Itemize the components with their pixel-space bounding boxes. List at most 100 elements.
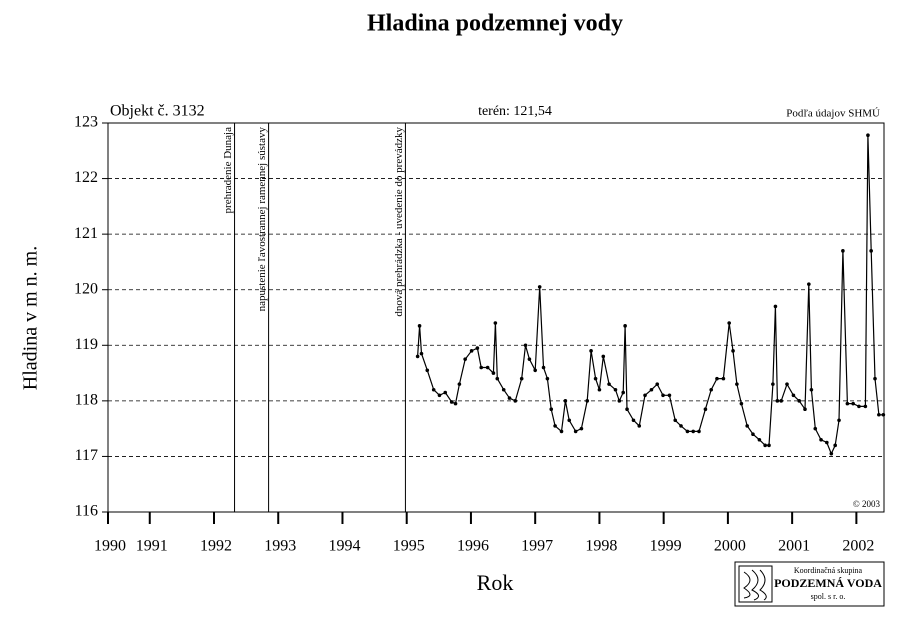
data-point bbox=[597, 387, 602, 392]
y-tick-label: 119 bbox=[75, 336, 98, 353]
data-point bbox=[673, 418, 678, 423]
data-point bbox=[797, 399, 802, 403]
y-tick-label: 121 bbox=[74, 225, 98, 242]
data-point bbox=[415, 354, 420, 359]
data-point bbox=[845, 401, 850, 406]
logo-line3: spol. s r. o. bbox=[811, 592, 846, 601]
data-point bbox=[735, 382, 739, 386]
logo-line1: Koordinačná skupina bbox=[794, 566, 863, 575]
data-point bbox=[745, 424, 749, 428]
event-label: dnová prehrádzka - uvedenie do prevádzky bbox=[393, 127, 405, 317]
data-point bbox=[419, 351, 424, 356]
data-point bbox=[507, 396, 512, 400]
data-point bbox=[553, 424, 557, 428]
data-point bbox=[813, 426, 818, 431]
data-point bbox=[579, 426, 584, 431]
data-point bbox=[621, 390, 625, 395]
data-point bbox=[857, 404, 861, 409]
x-tick-label: 1998 bbox=[585, 538, 617, 555]
data-point bbox=[767, 443, 771, 448]
data-point bbox=[527, 357, 532, 361]
logo-waves bbox=[743, 569, 767, 601]
data-point bbox=[589, 349, 593, 353]
data-point bbox=[513, 399, 518, 403]
data-point bbox=[833, 443, 837, 448]
data-point bbox=[607, 382, 611, 386]
data-point bbox=[869, 249, 873, 253]
data-point bbox=[731, 349, 735, 353]
y-tick-label: 120 bbox=[74, 280, 98, 297]
data-point bbox=[463, 357, 467, 361]
x-tick-label: 1994 bbox=[328, 538, 360, 555]
data-point bbox=[549, 407, 554, 411]
x-tick-label: 2001 bbox=[778, 538, 810, 555]
logo-icon bbox=[738, 565, 773, 603]
data-point bbox=[685, 429, 690, 434]
data-point bbox=[877, 412, 881, 417]
data-point bbox=[715, 376, 719, 381]
data-point bbox=[667, 393, 672, 398]
x-axis-title: Rok bbox=[477, 570, 514, 595]
x-tick-label: 2000 bbox=[714, 538, 746, 555]
y-tick-label: 116 bbox=[75, 503, 98, 520]
data-point bbox=[493, 321, 498, 325]
data-point bbox=[623, 324, 627, 328]
data-point bbox=[417, 324, 422, 328]
data-point bbox=[567, 418, 572, 423]
data-point bbox=[631, 418, 636, 423]
data-point bbox=[751, 432, 755, 437]
data-point bbox=[563, 399, 568, 403]
data-point bbox=[425, 368, 430, 373]
data-point bbox=[601, 354, 606, 359]
data-point bbox=[863, 404, 868, 409]
data-point bbox=[709, 387, 713, 392]
y-axis-title: Hladina v m n. m. bbox=[20, 246, 42, 390]
x-tick-label: 1999 bbox=[650, 538, 682, 555]
data-point bbox=[437, 393, 442, 398]
data-point bbox=[491, 371, 496, 375]
x-tick-label: 1997 bbox=[521, 538, 553, 555]
logo-box bbox=[734, 561, 885, 607]
data-point bbox=[485, 365, 490, 370]
data-point bbox=[773, 304, 778, 309]
data-point bbox=[453, 401, 458, 406]
chart-title: Hladina podzemnej vody bbox=[367, 11, 623, 37]
data-point bbox=[655, 382, 660, 386]
data-point bbox=[593, 376, 598, 381]
data-point bbox=[881, 412, 886, 417]
data-point bbox=[443, 390, 448, 395]
data-point bbox=[495, 376, 500, 381]
x-tick-label: 1993 bbox=[264, 538, 296, 555]
data-point bbox=[825, 440, 829, 445]
source-label: Podľa údajov SHMÚ bbox=[786, 108, 880, 120]
data-point bbox=[697, 429, 701, 434]
series-line bbox=[417, 135, 884, 456]
data-point bbox=[637, 424, 642, 428]
copyright: © 2003 bbox=[853, 499, 881, 509]
data-point bbox=[519, 376, 524, 381]
data-point bbox=[523, 343, 528, 348]
object-label: Objekt č. 3132 bbox=[110, 103, 205, 120]
data-point bbox=[803, 407, 807, 411]
y-tick-label: 117 bbox=[75, 447, 98, 464]
data-point bbox=[809, 387, 814, 392]
data-point bbox=[537, 285, 542, 289]
data-point bbox=[841, 249, 845, 253]
data-point bbox=[721, 376, 726, 381]
data-point bbox=[559, 429, 564, 434]
plot-frame bbox=[107, 122, 885, 513]
y-tick-label: 118 bbox=[75, 392, 98, 409]
data-point bbox=[457, 382, 462, 386]
data-point bbox=[617, 399, 622, 403]
data-point bbox=[545, 376, 550, 381]
data-point bbox=[763, 443, 767, 448]
logo: Koordinačná skupina PODZEMNÁ VODA spol. … bbox=[734, 561, 885, 607]
x-tick-label: 1992 bbox=[200, 538, 232, 555]
data-point bbox=[613, 387, 618, 392]
y-tick-label: 123 bbox=[74, 114, 98, 131]
data-point bbox=[643, 393, 647, 398]
data-point bbox=[851, 401, 855, 406]
data-point bbox=[479, 365, 484, 370]
y-tick-label: 122 bbox=[74, 169, 98, 186]
